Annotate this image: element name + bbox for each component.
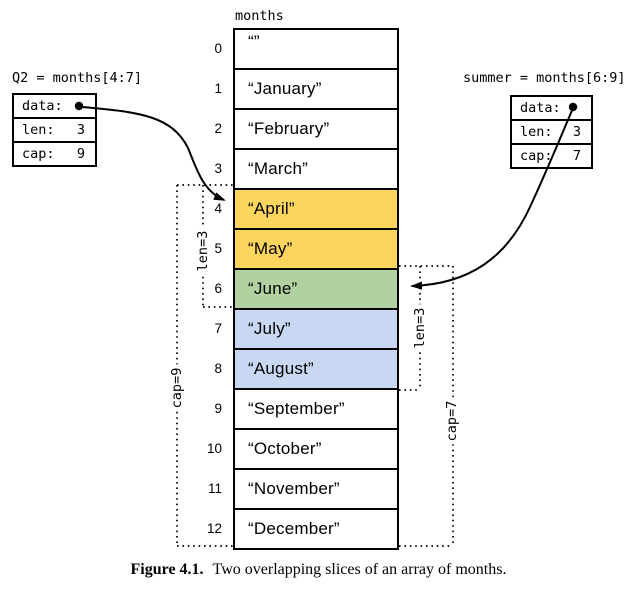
array-cell-value: “September”	[248, 399, 345, 418]
field-value: 7	[572, 148, 581, 164]
summer-cap-bracket-label: cap=7	[443, 397, 461, 445]
summer-len-bracket-label: len=3	[411, 304, 429, 352]
array-index-label: 6	[214, 281, 222, 296]
array-cell-value: “February”	[248, 119, 330, 138]
array-index-label: 8	[214, 361, 222, 376]
figure-caption: Figure 4.1. Two overlapping slices of an …	[0, 561, 637, 579]
array-cell: “”	[235, 30, 397, 70]
array-cell-value: “August”	[248, 359, 314, 378]
array-cell: “July”	[235, 310, 397, 350]
field-label: cap:	[22, 146, 55, 162]
field-label: data:	[520, 100, 561, 116]
array-index-label: 11	[207, 481, 222, 496]
array-cell-value: “June”	[248, 279, 298, 298]
field-label: len:	[520, 124, 553, 140]
summer-len-field: len: 3	[512, 119, 591, 143]
array-cell: “December”	[235, 510, 397, 548]
q2-len-bracket-label: len=3	[194, 227, 212, 275]
array-index-label: 2	[214, 121, 222, 136]
array-cell: “November”	[235, 470, 397, 510]
array-cell-value: “January”	[248, 79, 322, 98]
q2-cap-field: cap: 9	[14, 141, 95, 165]
summer-data-field: data:	[512, 97, 591, 119]
array-index-label: 7	[214, 321, 222, 336]
array-cell: “September”	[235, 390, 397, 430]
array-index-label: 4	[214, 201, 222, 216]
q2-cap-bracket-label: cap=9	[168, 364, 186, 412]
array-index-label: 1	[214, 81, 222, 96]
months-array: “” “January” “February” “March” “April” …	[233, 28, 399, 550]
field-value	[581, 97, 591, 119]
array-index-label: 12	[206, 521, 222, 536]
array-cell: “February”	[235, 110, 397, 150]
array-cell: “April”	[235, 190, 397, 230]
field-value	[85, 95, 95, 117]
array-index-label: 9	[214, 401, 222, 416]
array-index-label: 10	[206, 441, 222, 456]
field-value: 9	[76, 146, 85, 162]
summer-cap-field: cap: 7	[512, 143, 591, 167]
summer-slice-struct: data: len: 3 cap: 7	[510, 95, 593, 169]
array-cell: “August”	[235, 350, 397, 390]
field-value: 3	[76, 122, 85, 138]
array-cell-value: “November”	[248, 479, 340, 498]
field-label: data:	[22, 98, 63, 114]
array-cell: “March”	[235, 150, 397, 190]
array-cell: “June”	[235, 270, 397, 310]
field-label: len:	[22, 122, 55, 138]
array-cell: “October”	[235, 430, 397, 470]
array-index-label: 3	[214, 161, 222, 176]
figure-caption-number: Figure 4.1.	[130, 561, 204, 578]
array-cell-value: “April”	[248, 199, 295, 218]
array-cell-value: “October”	[248, 439, 322, 458]
field-label: cap:	[520, 148, 553, 164]
array-index-label: 0	[214, 41, 222, 56]
array-cell-value: “May”	[248, 239, 293, 258]
array-cell-value: “July”	[248, 319, 291, 338]
array-cell: “May”	[235, 230, 397, 270]
array-index-label: 5	[214, 241, 222, 256]
array-name-label: months	[235, 8, 284, 24]
q2-len-field: len: 3	[14, 117, 95, 141]
figure-caption-text: Two overlapping slices of an array of mo…	[212, 561, 507, 578]
field-value: 3	[572, 124, 581, 140]
array-cell-value: “December”	[248, 519, 340, 538]
summer-slice-title: summer = months[6:9]	[463, 70, 626, 86]
q2-slice-title: Q2 = months[4:7]	[12, 70, 143, 86]
array-cell-value: “March”	[248, 159, 308, 178]
array-cell: “January”	[235, 70, 397, 110]
array-cell-value: “”	[248, 32, 260, 51]
q2-data-field: data:	[14, 95, 95, 117]
q2-slice-struct: data: len: 3 cap: 9	[12, 93, 97, 167]
